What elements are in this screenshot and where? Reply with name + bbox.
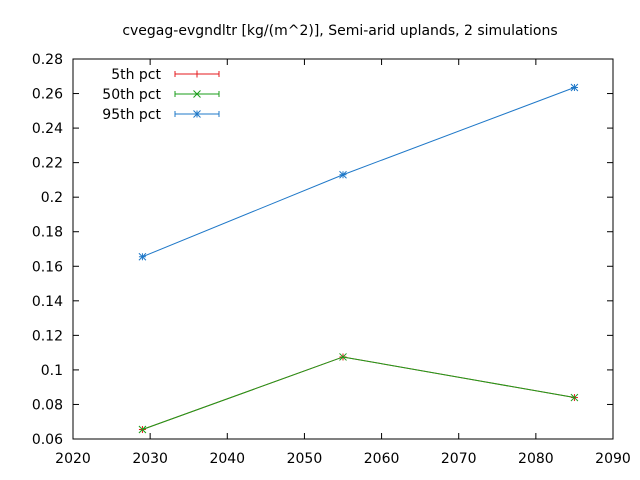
y-tick-label: 0.18 xyxy=(32,225,63,241)
series-line xyxy=(142,356,575,430)
legend-item: 50th pct xyxy=(102,87,220,103)
legend-label: 95th pct xyxy=(102,107,161,123)
x-tick-label: 2080 xyxy=(518,451,554,467)
legend-marker xyxy=(193,70,201,78)
legend-item: 5th pct xyxy=(111,67,220,83)
x-tick: 2050 xyxy=(287,59,323,467)
x-tick-label: 2090 xyxy=(595,451,631,467)
data-point xyxy=(339,353,347,361)
x-tick-label: 2070 xyxy=(441,451,477,467)
chart-title: cvegag-evgndltr [kg/(m^2)], Semi-arid up… xyxy=(122,23,557,39)
series-3 xyxy=(138,83,579,261)
y-tick-label: 0.14 xyxy=(32,294,63,310)
x-tick-label: 2050 xyxy=(287,451,323,467)
y-tick: 0.14 xyxy=(32,294,613,310)
y-tick: 0.24 xyxy=(32,121,613,137)
x-tick: 2070 xyxy=(441,59,477,467)
y-tick-label: 0.08 xyxy=(32,397,63,413)
legend-label: 5th pct xyxy=(111,67,161,83)
y-tick-label: 0.2 xyxy=(41,190,63,206)
legend-marker xyxy=(193,90,201,98)
x-tick: 2040 xyxy=(209,59,245,467)
series-layer xyxy=(138,83,579,434)
y-tick-label: 0.24 xyxy=(32,121,63,137)
y-tick-label: 0.12 xyxy=(32,328,63,344)
legend: 5th pct 50th pct 95th pct xyxy=(102,67,220,123)
x-tick: 2020 xyxy=(55,59,91,467)
data-point xyxy=(570,393,579,402)
y-tick: 0.08 xyxy=(32,397,613,413)
legend-marker xyxy=(193,110,201,118)
data-point xyxy=(570,83,579,92)
y-tick: 0.22 xyxy=(32,156,613,172)
x-tick-label: 2020 xyxy=(55,451,91,467)
x-tick: 2030 xyxy=(132,59,168,467)
y-tick: 0.26 xyxy=(32,87,613,103)
legend-item: 95th pct xyxy=(102,107,220,123)
y-tick-label: 0.26 xyxy=(32,87,63,103)
y-tick: 0.18 xyxy=(32,225,613,241)
series-line xyxy=(142,356,575,430)
data-point xyxy=(339,170,347,179)
series-1 xyxy=(138,353,578,433)
y-tick: 0.1 xyxy=(41,363,613,379)
y-tick-label: 0.16 xyxy=(32,259,63,275)
series-2 xyxy=(138,353,579,434)
x-tick-label: 2040 xyxy=(209,451,245,467)
y-tick-label: 0.1 xyxy=(41,363,63,379)
y-tick: 0.06 xyxy=(32,432,613,448)
y-tick-label: 0.28 xyxy=(32,52,63,68)
data-point xyxy=(138,252,147,261)
y-tick: 0.12 xyxy=(32,328,613,344)
plot-frame xyxy=(72,58,614,440)
x-tick-label: 2030 xyxy=(132,451,168,467)
x-tick: 2090 xyxy=(595,59,631,467)
series-line xyxy=(142,87,575,258)
data-point xyxy=(138,425,147,434)
axis-ticks: 2020 2030 2040 2050 2060 2070 2080 2090 0.06 0.08… xyxy=(32,52,631,467)
legend-label: 50th pct xyxy=(102,87,161,103)
y-tick: 0.2 xyxy=(41,190,613,206)
x-tick-label: 2060 xyxy=(364,451,400,467)
y-tick: 0.16 xyxy=(32,259,613,275)
y-tick-label: 0.06 xyxy=(32,432,63,448)
y-tick-label: 0.22 xyxy=(32,156,63,172)
y-tick: 0.28 xyxy=(32,52,613,68)
x-tick: 2080 xyxy=(518,59,554,467)
x-tick: 2060 xyxy=(364,59,400,467)
